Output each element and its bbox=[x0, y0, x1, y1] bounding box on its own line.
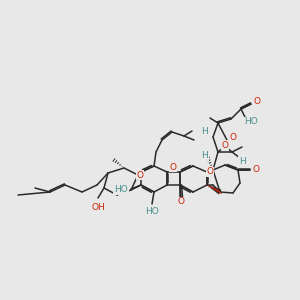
Text: H: H bbox=[202, 128, 208, 136]
Polygon shape bbox=[207, 185, 221, 194]
Text: O: O bbox=[169, 163, 176, 172]
Text: O: O bbox=[136, 170, 143, 179]
Polygon shape bbox=[207, 185, 222, 194]
Text: O: O bbox=[178, 197, 184, 206]
Text: OH: OH bbox=[91, 202, 105, 211]
Text: O: O bbox=[206, 167, 214, 176]
Text: H: H bbox=[202, 152, 208, 160]
Text: O: O bbox=[254, 97, 260, 106]
Text: O: O bbox=[253, 166, 260, 175]
Text: HO: HO bbox=[244, 118, 258, 127]
Text: O: O bbox=[230, 133, 236, 142]
Text: H: H bbox=[238, 157, 245, 166]
Text: O: O bbox=[221, 140, 229, 149]
Text: HO: HO bbox=[114, 185, 128, 194]
Text: HO: HO bbox=[145, 208, 159, 217]
